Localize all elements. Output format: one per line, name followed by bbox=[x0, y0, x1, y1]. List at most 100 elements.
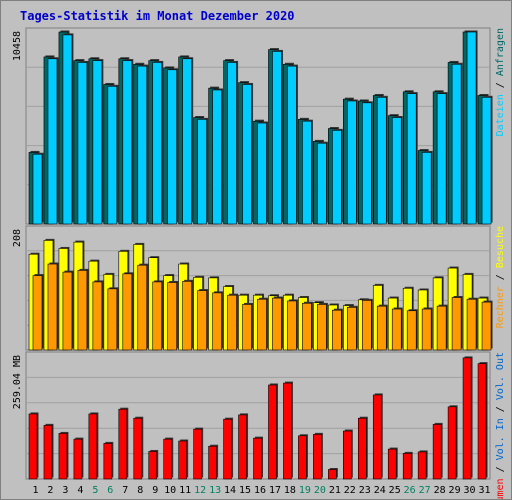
volume-panel-bar-volumen bbox=[43, 425, 53, 480]
volume-panel-bar-volumen bbox=[417, 451, 427, 480]
day-label: 10 bbox=[164, 485, 176, 496]
day-label: 15 bbox=[239, 485, 251, 496]
legend-entry: Anfragen bbox=[495, 28, 506, 76]
visits-panel-legend: Rechner / Besuche bbox=[495, 226, 506, 328]
visits-panel-bar-rechner bbox=[107, 288, 118, 351]
day-label: 30 bbox=[464, 485, 476, 496]
requests-panel-bar-dateien bbox=[421, 152, 432, 225]
requests-panel-bar-dateien bbox=[32, 153, 43, 225]
volume-panel-bar-volumen bbox=[447, 406, 457, 480]
volume-panel-bar-volumen bbox=[103, 443, 113, 480]
visits-panel-bar-rechner bbox=[361, 300, 372, 351]
legend-separator: / bbox=[495, 400, 506, 418]
volume-panel-bar-volumen bbox=[313, 434, 322, 480]
day-label: 9 bbox=[152, 485, 158, 496]
day-label: 19 bbox=[299, 485, 311, 496]
visits-panel-bar-rechner bbox=[62, 271, 73, 351]
requests-panel-bar-dateien bbox=[167, 69, 178, 225]
requests-panel-bar-dateien bbox=[62, 34, 73, 225]
legend-entry: Rechner bbox=[495, 286, 506, 328]
volume-panel-bar-volumen bbox=[402, 453, 412, 480]
visits-panel-bar-rechner bbox=[257, 298, 267, 351]
legend-separator: / bbox=[495, 268, 506, 286]
visits-panel-bar-rechner bbox=[317, 304, 327, 351]
day-label: 24 bbox=[374, 485, 386, 496]
volume-panel-bar-volumen bbox=[477, 363, 487, 480]
requests-panel-bar-dateien bbox=[481, 97, 492, 225]
legend-entry: Besuche bbox=[495, 226, 506, 268]
volume-panel-bar-volumen bbox=[193, 428, 202, 480]
requests-panel-axis-max-label: 10458 bbox=[12, 31, 23, 61]
requests-panel-bar-dateien bbox=[272, 51, 282, 225]
visits-panel-bar-rechner bbox=[376, 305, 387, 351]
visits-panel-bar-rechner bbox=[481, 301, 492, 351]
visits-panel-bar-rechner bbox=[197, 290, 207, 351]
requests-panel-bar-dateien bbox=[361, 102, 372, 225]
requests-panel-bar-dateien bbox=[302, 120, 312, 225]
requests-panel-bar-dateien bbox=[197, 119, 207, 225]
day-label: 26 bbox=[404, 485, 416, 496]
requests-panel-bar-dateien bbox=[317, 142, 327, 225]
visits-panel-axis-max-label: 208 bbox=[12, 229, 23, 247]
day-label: 21 bbox=[329, 485, 341, 496]
legend-entry: Volumen bbox=[495, 478, 506, 499]
day-label: 22 bbox=[344, 485, 356, 496]
requests-panel-bar-dateien bbox=[47, 58, 58, 225]
day-label: 14 bbox=[224, 485, 236, 496]
chart-title: Tages-Statistik im Monat Dezember 2020 bbox=[20, 9, 295, 23]
volume-panel-legend: Volumen / Vol. In / Vol. Out bbox=[495, 352, 506, 499]
day-label: 2 bbox=[47, 485, 53, 496]
requests-panel-bar-dateien bbox=[451, 63, 462, 225]
day-label: 29 bbox=[449, 485, 461, 496]
requests-panel-bar-dateien bbox=[376, 97, 387, 225]
legend-entry: Vol. Out bbox=[495, 352, 506, 400]
volume-panel-axis-max-label: 259.04 MB bbox=[12, 355, 23, 409]
visits-panel-bar-rechner bbox=[227, 294, 237, 351]
requests-panel-bar-dateien bbox=[77, 62, 88, 225]
requests-panel-bar-dateien bbox=[347, 100, 357, 225]
day-label: 1 bbox=[32, 485, 38, 496]
visits-panel-bar-rechner bbox=[332, 309, 342, 351]
volume-panel-bar-volumen bbox=[88, 413, 98, 480]
visits-panel-bar-rechner bbox=[152, 281, 163, 351]
visits-panel-bar-rechner bbox=[421, 308, 432, 351]
requests-panel-bar-dateien bbox=[92, 60, 103, 225]
requests-panel-bar-dateien bbox=[406, 93, 417, 225]
requests-panel-bar-dateien bbox=[287, 65, 297, 225]
day-label: 6 bbox=[107, 485, 113, 496]
day-label: 4 bbox=[77, 485, 83, 496]
requests-panel-bar-dateien bbox=[466, 31, 477, 225]
visits-panel-bar-rechner bbox=[182, 281, 192, 351]
volume-panel-bar-volumen bbox=[223, 418, 232, 480]
volume-panel-bar-volumen bbox=[432, 424, 442, 480]
volume-panel-bar-volumen bbox=[118, 408, 128, 480]
visits-panel-bar-rechner bbox=[347, 307, 357, 351]
day-label: 23 bbox=[359, 485, 371, 496]
visits-panel-bar-rechner bbox=[466, 298, 477, 351]
visits-panel-bar-rechner bbox=[302, 302, 312, 351]
volume-panel-bar-volumen bbox=[372, 394, 382, 480]
requests-panel-bar-dateien bbox=[122, 60, 133, 225]
requests-panel-bar-dateien bbox=[212, 89, 222, 225]
day-label: 18 bbox=[284, 485, 296, 496]
legend-entry: Vol. In bbox=[495, 418, 506, 460]
visits-panel-bar-rechner bbox=[212, 292, 222, 351]
visits-panel-bar-rechner bbox=[287, 300, 297, 351]
visits-panel-bar-rechner bbox=[47, 263, 58, 351]
visits-panel-bar-rechner bbox=[436, 305, 447, 351]
day-label: 11 bbox=[179, 485, 191, 496]
requests-panel-bar-dateien bbox=[257, 122, 267, 225]
volume-panel-bar-volumen bbox=[133, 417, 143, 480]
visits-panel-bar-rechner bbox=[137, 264, 148, 351]
visits-panel-bar-rechner bbox=[167, 282, 178, 351]
day-label: 3 bbox=[62, 485, 68, 496]
requests-panel-bar-dateien bbox=[137, 65, 148, 225]
volume-panel-bar-volumen bbox=[328, 469, 337, 480]
day-label: 16 bbox=[254, 485, 266, 496]
legend-separator: / bbox=[495, 460, 506, 478]
visits-panel-bar-rechner bbox=[451, 297, 462, 351]
visits-panel-bar-rechner bbox=[92, 281, 103, 351]
day-label: 25 bbox=[389, 485, 401, 496]
